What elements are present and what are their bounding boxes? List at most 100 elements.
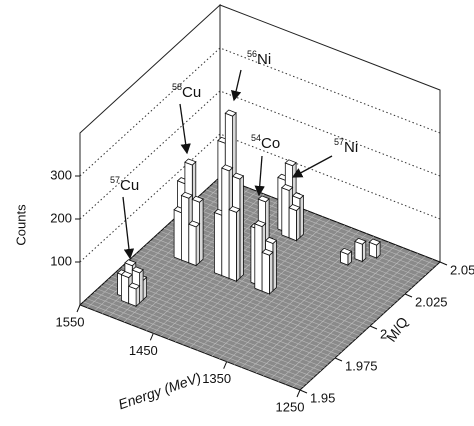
annotation: 57Cu (110, 175, 139, 194)
y-tick (334, 357, 343, 362)
bar-top (354, 237, 367, 245)
bar-front (213, 211, 223, 277)
bar-side (299, 194, 304, 239)
floor-mesh (118, 269, 339, 356)
bar-top (180, 191, 194, 199)
annotation: 58Cu (172, 82, 201, 101)
bar-front (228, 209, 237, 282)
floor-mesh (216, 179, 437, 266)
x-tick-label: 1350 (202, 371, 231, 386)
bar-side (295, 206, 301, 242)
floor-mesh (128, 259, 350, 346)
bars (116, 109, 381, 308)
bar-top (221, 164, 234, 172)
bar-front (121, 274, 130, 304)
y-tick (369, 325, 378, 330)
floor-mesh (86, 298, 308, 384)
axes: 100 200 300 1550 1450 1350 1250 1.95 1.975 2 2.025… (50, 167, 474, 414)
annotation-arrow (231, 69, 242, 102)
bar-top (124, 259, 137, 267)
bar-front (281, 187, 290, 239)
floor-mesh (83, 301, 304, 388)
annotation: 57Ni (334, 137, 358, 156)
y-tick-label: 2.025 (415, 294, 448, 309)
x-tick (296, 389, 301, 398)
bar-top (281, 184, 294, 191)
floor-mesh (93, 291, 315, 378)
annotation: 56Ni (247, 49, 271, 68)
x-tick-label: 1450 (129, 343, 158, 358)
floor-mesh (167, 224, 388, 311)
bar-top (188, 220, 201, 228)
floor-mesh (132, 256, 353, 343)
bar-front (354, 240, 363, 263)
bar-top (284, 159, 297, 167)
annotation-arrow (254, 155, 265, 197)
bar-side (139, 268, 144, 304)
floor-mesh (174, 218, 395, 304)
floor-mesh (125, 263, 346, 349)
bar-top (261, 248, 274, 256)
bar-side (239, 174, 244, 279)
x-tick-label: 1550 (56, 314, 85, 329)
annotation-arrow (179, 103, 191, 155)
bar-top (191, 195, 204, 203)
bar-top (131, 266, 144, 274)
floor-mesh (121, 266, 343, 352)
bar-front (288, 207, 297, 242)
bar-top (254, 220, 267, 228)
bar-top (127, 282, 141, 290)
annotation-arrow (291, 155, 333, 178)
bar-side (268, 251, 274, 295)
bar-side (142, 276, 148, 301)
bar-front (180, 194, 190, 264)
bar-top (291, 192, 305, 200)
y-tick-label: 1.95 (310, 390, 335, 405)
z-tick-label: 100 (50, 253, 72, 268)
z-tick-label: 200 (50, 210, 72, 225)
x-tick (76, 304, 81, 313)
annotations: 56Ni 58Cu 54Co 57Ni 57Cu (110, 49, 358, 260)
bar-front (221, 167, 230, 279)
floor-mesh (114, 272, 336, 359)
floor-mesh (170, 221, 392, 308)
x-axis-label: Energy (MeV) (116, 369, 203, 412)
y-tick (299, 389, 308, 394)
bar-front (128, 285, 137, 307)
bar-top (228, 205, 241, 213)
bar-top (120, 271, 133, 279)
bar-top (368, 238, 381, 246)
y-tick-label: 1.975 (345, 358, 378, 373)
z-tick-label: 300 (50, 167, 72, 182)
bar-top (224, 109, 237, 117)
bar-top (264, 236, 278, 244)
bar-top (288, 204, 301, 212)
annotation: 54Co (251, 133, 280, 152)
floor-mesh (142, 247, 364, 333)
bar-front (188, 223, 197, 267)
x-tick-label: 1250 (276, 399, 305, 414)
bar-side (235, 208, 241, 283)
bar-front (173, 209, 182, 261)
bar-top (231, 172, 245, 180)
bar-front (261, 251, 270, 295)
bar-top (339, 247, 353, 255)
y-tick (439, 261, 448, 266)
y-tick-label: 2 (380, 326, 387, 341)
floor-mesh (90, 295, 311, 381)
bar-side (272, 239, 277, 292)
bar-side (199, 198, 204, 264)
z-axis-label: Counts (13, 204, 28, 246)
floor-mesh (139, 250, 360, 336)
floor-mesh (209, 186, 430, 272)
bar-top (184, 158, 197, 166)
floor-mesh (212, 183, 434, 269)
x-tick (223, 361, 228, 369)
annotation-arrow (122, 196, 135, 260)
floor-mesh (135, 253, 357, 340)
bar-front (254, 223, 263, 292)
x-tick (149, 333, 154, 341)
floor-mesh (111, 275, 332, 362)
y-tick (404, 293, 413, 298)
